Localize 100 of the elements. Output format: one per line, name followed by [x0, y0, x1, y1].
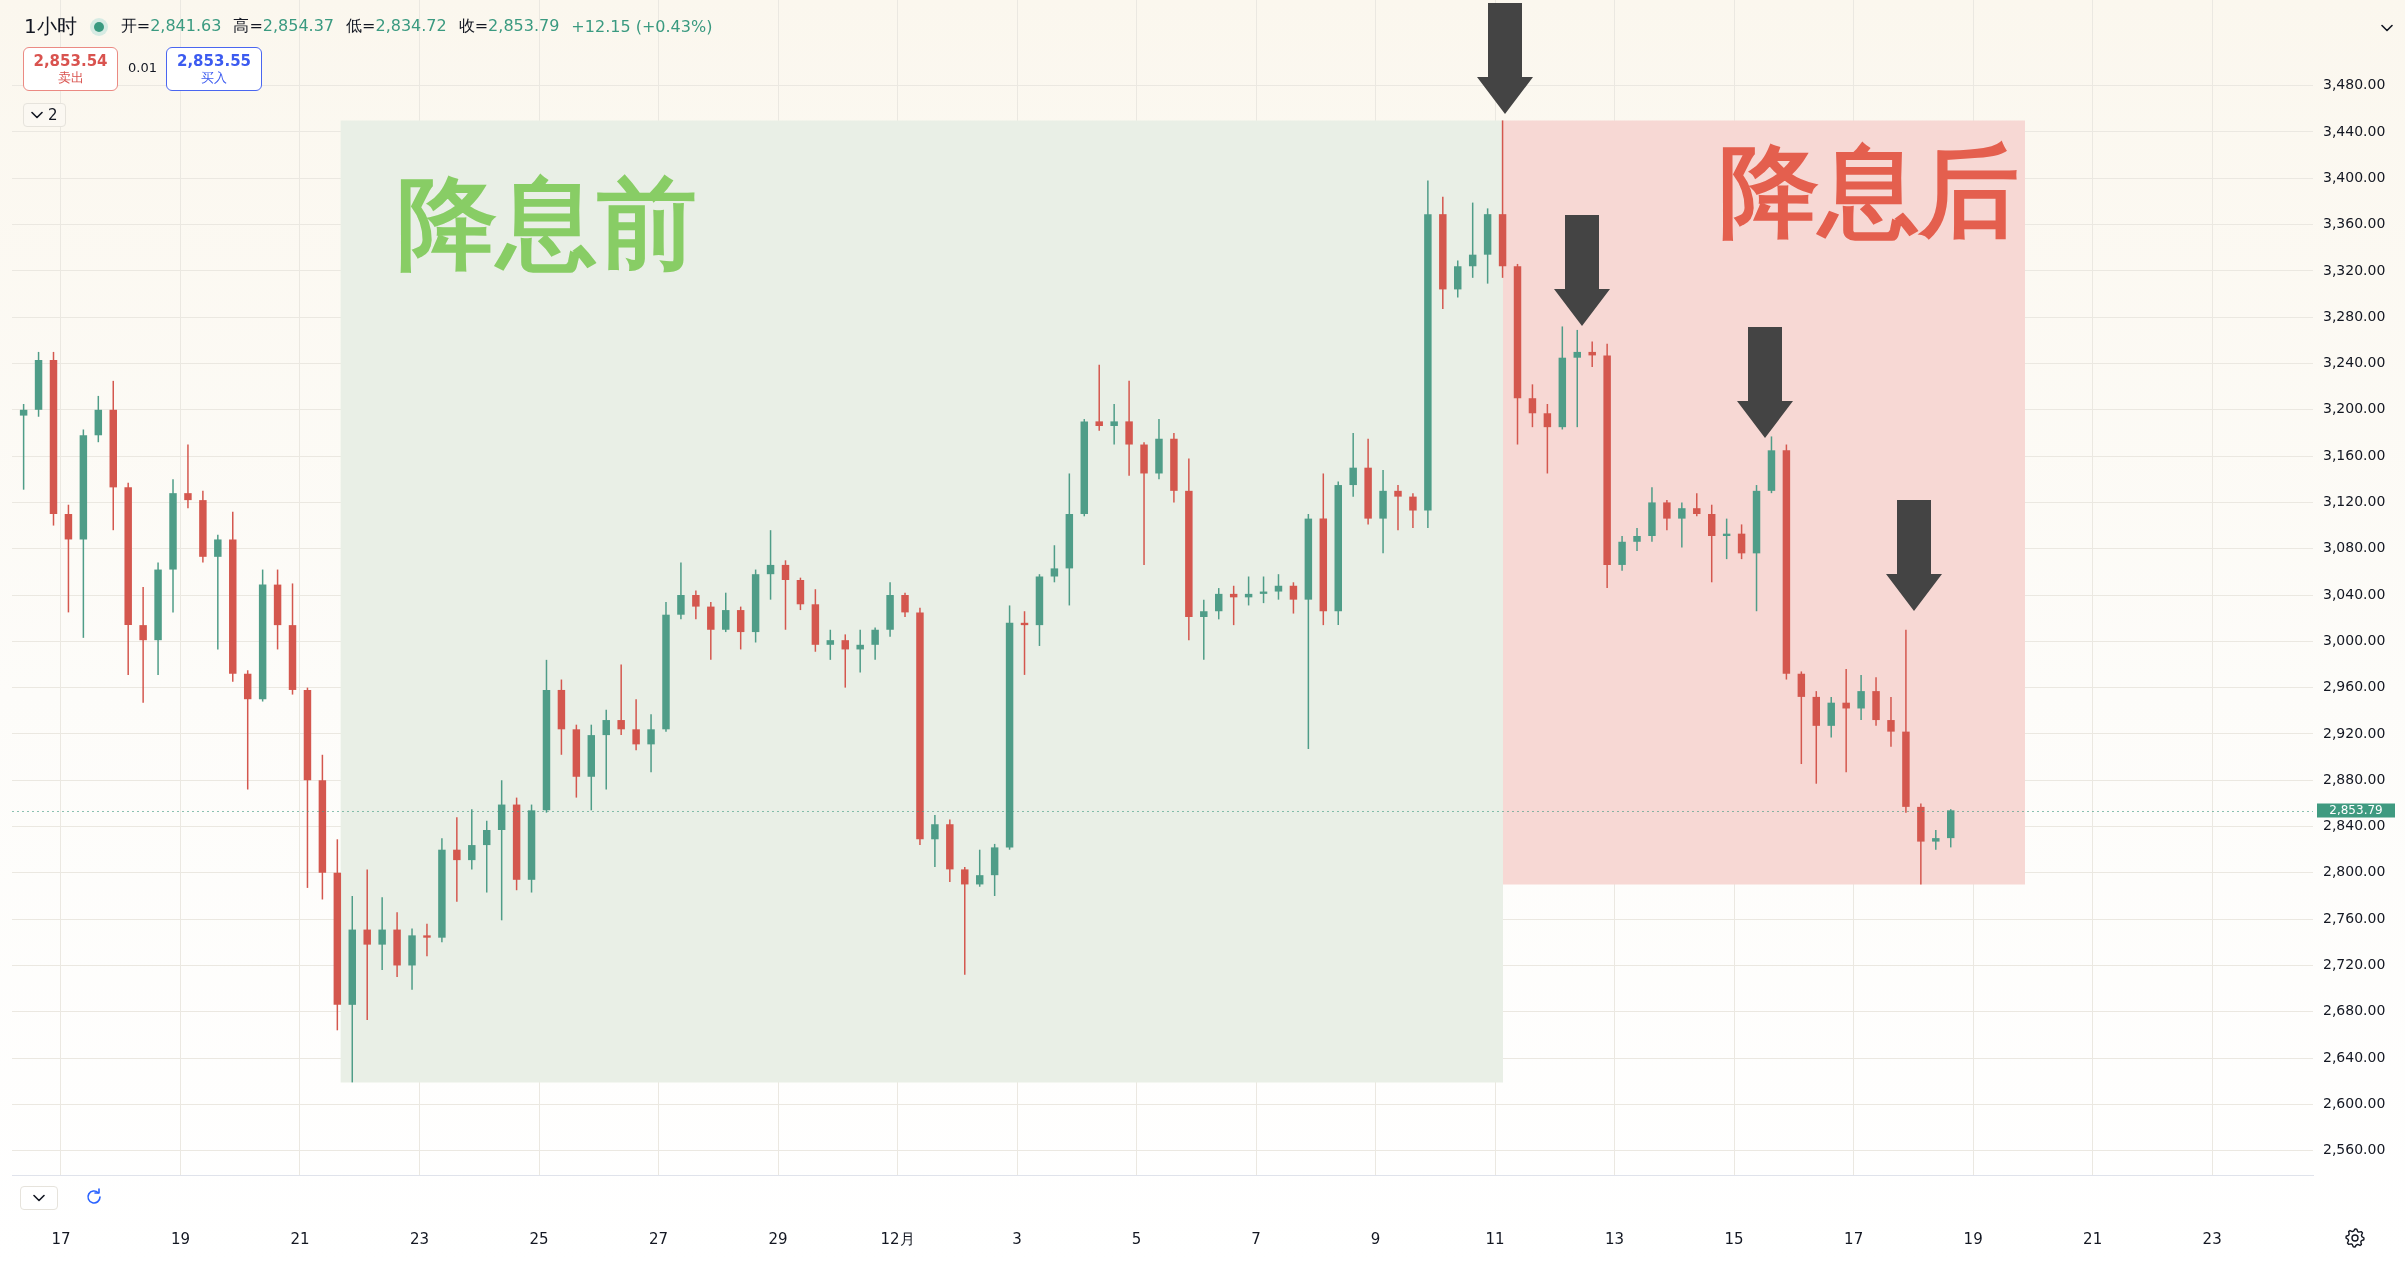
candlestick — [677, 561, 685, 621]
text: 1小时 — [24, 13, 77, 40]
annotation: 开=2,841.63 — [120, 16, 222, 35]
candlestick — [931, 814, 939, 868]
x-tick-label: 11 — [1485, 1229, 1505, 1248]
candlestick — [139, 586, 147, 704]
x-tick-label: 23 — [2202, 1229, 2222, 1248]
y-tick-label: 3,200.00 — [2323, 400, 2386, 417]
y-tick-label: 3,080.00 — [2323, 539, 2386, 556]
candlestick — [841, 633, 849, 689]
x-tick-label: 17 — [51, 1229, 71, 1248]
y-tick-label: 2,880.00 — [2323, 770, 2386, 787]
candlestick — [1797, 670, 1806, 765]
candlestick — [1468, 201, 1477, 279]
candlestick — [736, 605, 745, 651]
annotation: 0.01 — [128, 60, 157, 75]
candlestick — [826, 629, 835, 661]
y-tick-label: 2,760.00 — [2323, 909, 2386, 926]
candlestick — [1887, 696, 1895, 748]
candlestick — [871, 626, 879, 661]
x-tick-label: 13 — [1605, 1229, 1625, 1248]
candlestick — [482, 820, 491, 894]
candlestick — [1125, 380, 1133, 477]
y-tick-label: 3,440.00 — [2323, 122, 2386, 139]
y-tick-label: 2,720.00 — [2323, 956, 2386, 973]
candlestick — [1618, 535, 1626, 572]
y-tick-label: 3,000.00 — [2323, 631, 2386, 648]
y-tick-label: 3,280.00 — [2323, 307, 2386, 324]
candlestick — [707, 601, 715, 661]
y-tick-label: 3,480.00 — [2323, 76, 2386, 93]
y-tick-label: 2,600.00 — [2323, 1095, 2386, 1112]
x-tick-label: 29 — [768, 1229, 788, 1248]
candlestick — [423, 923, 431, 957]
candlestick — [1857, 674, 1865, 721]
candlestick — [363, 868, 371, 1021]
candlestick — [1528, 383, 1537, 428]
band-label: 降息后 — [1719, 133, 2020, 251]
x-tick-label: 23 — [409, 1229, 430, 1248]
y-tick-label: 2,560.00 — [2323, 1141, 2386, 1158]
y-tick-label: 2,800.00 — [2323, 863, 2386, 880]
x-tick-label: 21 — [2083, 1229, 2103, 1248]
y-tick-label: 2,920.00 — [2323, 724, 2386, 741]
band-label: 降息前 — [396, 165, 697, 283]
candlestick — [378, 896, 386, 971]
candlestick — [1932, 829, 1940, 851]
y-tick-label: 3,040.00 — [2323, 585, 2386, 602]
candlestick — [1110, 403, 1118, 446]
candlestick — [184, 443, 192, 509]
candlestick — [617, 663, 625, 736]
ref-line-label: 2,853.79 — [2329, 803, 2383, 818]
candlestick — [1693, 492, 1701, 518]
annotation: 2,853.55 — [176, 52, 252, 70]
candlestick — [602, 708, 610, 791]
x-tick-label: 5 — [1131, 1229, 1142, 1248]
y-tick-label: 3,160.00 — [2323, 446, 2386, 463]
candlestick — [1707, 503, 1716, 584]
candlestick — [1050, 544, 1059, 584]
candlestick — [722, 591, 730, 633]
candlestick — [1663, 499, 1671, 531]
x-tick-label: 19 — [1963, 1229, 1983, 1248]
candlestick — [781, 559, 790, 631]
buy-button: 2,853.55 买入 — [166, 47, 262, 91]
candlestick — [1095, 363, 1103, 432]
annotation: 高=2,854.37 — [233, 16, 335, 35]
x-tick-label: 21 — [290, 1229, 310, 1248]
candlestick — [453, 816, 461, 903]
y-tick-label: 3,400.00 — [2323, 168, 2386, 185]
x-tick-label: 25 — [529, 1229, 549, 1248]
candlestick — [1200, 598, 1208, 661]
candlestick — [1737, 523, 1746, 560]
candlestick — [632, 698, 640, 751]
candlestick — [468, 808, 476, 871]
candlestick — [961, 866, 969, 976]
x-tick-label: 9 — [1370, 1229, 1381, 1248]
annotation: 卖出 — [56, 70, 85, 86]
y-tick-label: 3,360.00 — [2323, 215, 2386, 232]
candlestick — [1842, 668, 1850, 773]
x-tick-label: 27 — [648, 1229, 669, 1248]
y-tick-label: 2,640.00 — [2323, 1048, 2386, 1065]
candlestick — [1454, 259, 1462, 299]
x-tick-label: 19 — [170, 1229, 191, 1248]
x-tick-label: 17 — [1844, 1229, 1864, 1248]
candlestick — [1394, 484, 1402, 531]
candlestick — [766, 529, 775, 601]
candlestick — [1827, 696, 1835, 739]
candlestick — [1678, 501, 1686, 549]
y-tick-label: 3,320.00 — [2323, 261, 2386, 278]
candlestick — [856, 629, 864, 674]
annotation: 收=2,853.79 — [458, 16, 560, 35]
candlestick — [1214, 587, 1223, 621]
candlestick — [1409, 492, 1417, 529]
candlestick — [1573, 329, 1581, 428]
annotation: 买入 — [200, 70, 228, 86]
candlestick — [19, 403, 28, 491]
y-tick-label: 2,840.00 — [2323, 817, 2386, 834]
candlestick — [1633, 527, 1641, 552]
y-tick-label: 2,960.00 — [2323, 678, 2386, 695]
y-tick-label: 3,120.00 — [2323, 493, 2386, 510]
candlestick — [1588, 340, 1596, 368]
annotation: 2,853.54 — [32, 52, 109, 70]
